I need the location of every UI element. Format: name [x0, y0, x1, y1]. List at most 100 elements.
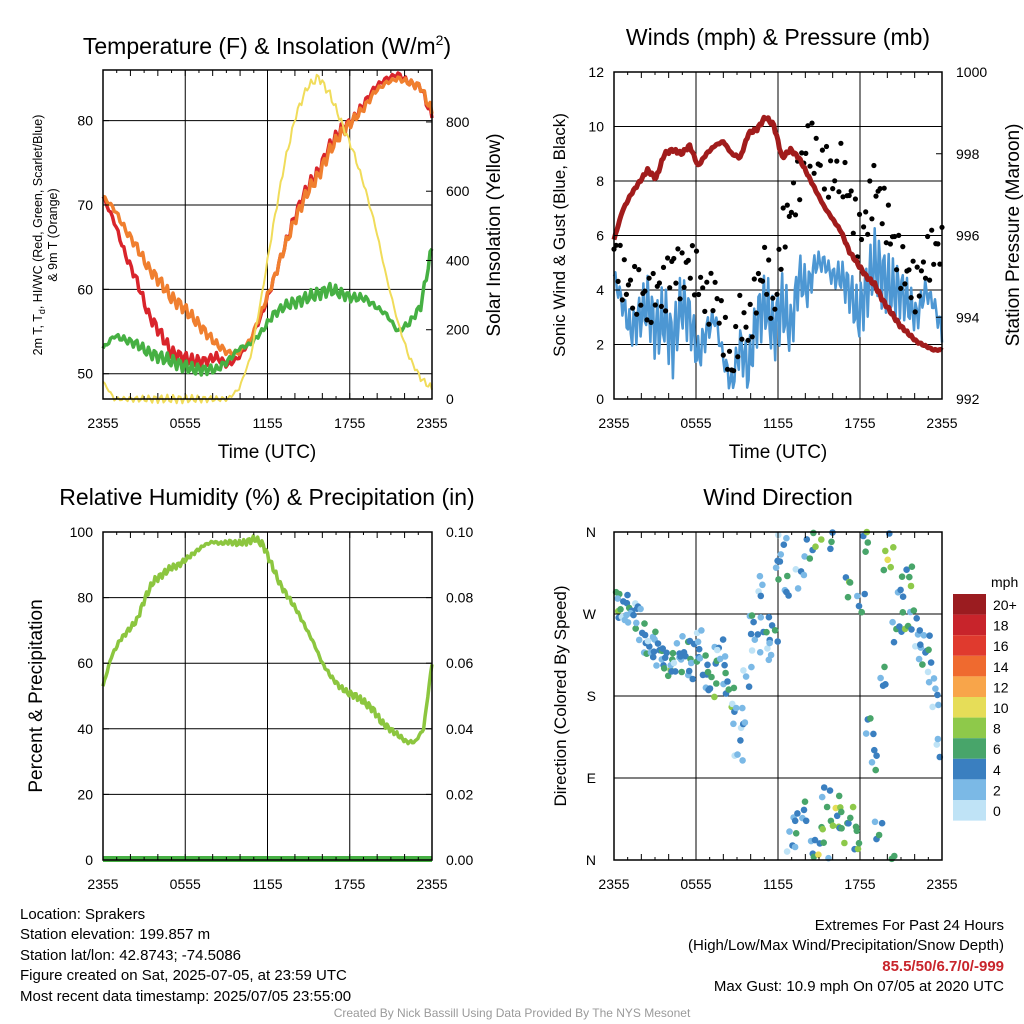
- direction-point: [660, 665, 668, 672]
- direction-point: [871, 818, 879, 826]
- gust-point: [731, 368, 737, 374]
- direction-point: [713, 680, 720, 687]
- direction-point: [847, 814, 854, 822]
- gust-point: [681, 284, 687, 290]
- gust-point: [858, 236, 865, 243]
- direction-point: [774, 638, 781, 645]
- x-tick-label: 2355: [598, 876, 629, 892]
- direction-point: [653, 662, 660, 669]
- direction-point: [754, 631, 762, 638]
- gust-point: [902, 281, 908, 287]
- direction-point: [815, 851, 822, 858]
- gust-point: [677, 296, 683, 302]
- direction-point: [794, 585, 802, 592]
- direction-point: [794, 810, 801, 817]
- gust-point: [931, 261, 937, 267]
- direction-point: [862, 548, 869, 555]
- direction-point: [929, 703, 936, 711]
- gust-point: [914, 264, 920, 270]
- direction-point: [853, 827, 861, 835]
- direction-point: [641, 631, 649, 639]
- direction-point: [891, 852, 898, 860]
- y-tick-label: 80: [77, 590, 93, 606]
- pressure-line: [611, 114, 944, 353]
- direction-point: [732, 704, 740, 712]
- direction-point: [654, 640, 662, 647]
- station-elevation: Station elevation: 199.857 m: [20, 926, 211, 944]
- direction-point: [716, 655, 724, 663]
- y2-tick-label: 0.06: [446, 655, 473, 671]
- y-tick-label: 60: [77, 655, 93, 671]
- direction-point: [800, 571, 808, 579]
- gust-point: [910, 258, 916, 264]
- gust-point: [615, 278, 621, 284]
- gust-point: [821, 186, 828, 192]
- y-tick-label: 20: [77, 786, 93, 802]
- gust-point: [797, 197, 803, 203]
- gust-point: [836, 189, 842, 195]
- gust-point: [733, 323, 739, 330]
- y-tick-label: 2: [596, 337, 604, 353]
- gust-point: [745, 337, 751, 343]
- gust-point: [648, 319, 654, 325]
- gust-point: [625, 282, 632, 288]
- direction-point: [725, 686, 733, 693]
- direction-point: [882, 547, 889, 555]
- gust-point: [735, 354, 741, 360]
- extremes-info: Extremes For Past 24 Hours (High/Low/Max…: [688, 916, 1004, 998]
- direction-point: [890, 638, 898, 646]
- direction-point: [801, 798, 809, 805]
- direction-point: [757, 614, 765, 621]
- direction-point: [915, 655, 923, 663]
- direction-point: [889, 618, 896, 626]
- gust-point: [819, 147, 826, 153]
- y-tick-label: S: [587, 688, 596, 704]
- direction-point: [695, 645, 703, 653]
- gust-point: [702, 308, 708, 314]
- direction-point: [783, 534, 790, 542]
- y-tick-label: 80: [77, 113, 93, 129]
- direction-point: [934, 735, 942, 743]
- y2-tick-label: 0.02: [446, 786, 473, 802]
- gust-point: [885, 202, 892, 208]
- direction-point: [819, 825, 826, 833]
- gust-point: [908, 295, 914, 301]
- y2-tick-label: 0.10: [446, 524, 473, 540]
- direction-point: [934, 691, 941, 699]
- gust-point: [867, 178, 873, 184]
- temp-chart-title: Temperature (F) & Insolation (W/m2): [83, 32, 451, 59]
- direction-point: [633, 619, 640, 627]
- direction-point: [786, 828, 793, 835]
- gust-point: [630, 305, 636, 311]
- direction-point: [827, 545, 834, 553]
- direction-point: [704, 661, 711, 669]
- gust-point: [675, 246, 681, 252]
- direction-point: [919, 661, 926, 668]
- direction-point: [687, 659, 695, 667]
- legend-label: 8: [993, 721, 1001, 737]
- direction-point: [818, 793, 826, 801]
- direction-point: [757, 592, 765, 600]
- direction-point: [698, 627, 705, 634]
- gust-point: [850, 230, 856, 236]
- gust-point: [663, 308, 669, 314]
- direction-point: [855, 602, 863, 610]
- x-tick-label: 1755: [844, 876, 875, 892]
- direction-point: [925, 678, 933, 686]
- temp-x-axis-label: Time (UTC): [218, 442, 317, 463]
- y-tick-label: N: [586, 524, 596, 540]
- gust-point: [656, 280, 663, 286]
- direction-point: [849, 803, 857, 811]
- y-tick-label: 70: [77, 197, 93, 213]
- direction-point: [737, 737, 744, 744]
- direction-point: [745, 683, 753, 690]
- gust-point: [720, 352, 726, 358]
- direction-point: [926, 632, 933, 639]
- direction-point: [721, 653, 729, 660]
- y2-tick-label: 0.08: [446, 590, 473, 606]
- gust-point: [935, 241, 941, 247]
- direction-point: [772, 564, 780, 571]
- y2-tick-label: 996: [956, 228, 980, 244]
- speed-color-legend: mph 20+ 18 16 14 12 10 8 6 4 2 0: [953, 574, 1018, 821]
- direction-point: [896, 623, 903, 630]
